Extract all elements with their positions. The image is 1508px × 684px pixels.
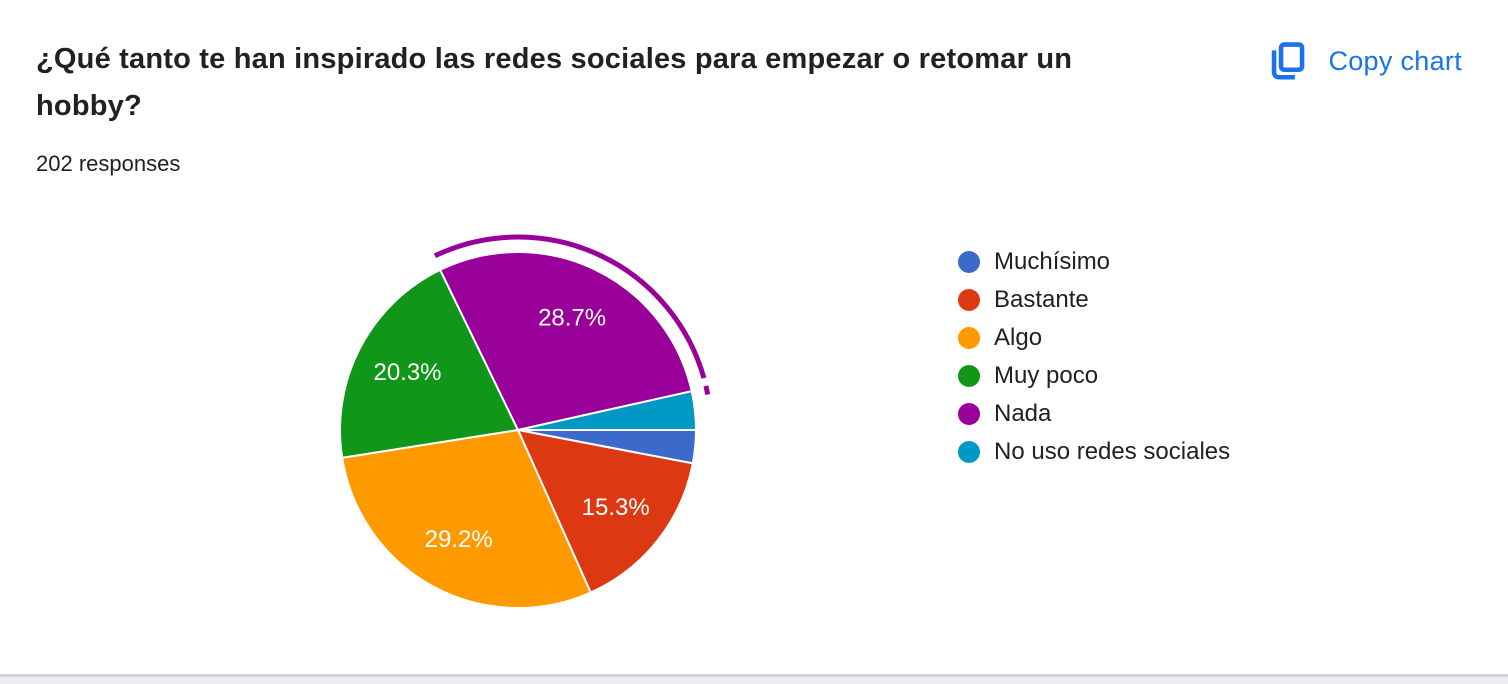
pie-slice-no-uso-redes-sociales[interactable] <box>517 390 697 431</box>
legend-swatch-icon <box>958 251 980 273</box>
pie-slice-muy-poco[interactable] <box>339 268 519 459</box>
copy-chart-label: Copy chart <box>1328 45 1462 76</box>
legend-swatch-icon <box>958 365 980 387</box>
slice-value-label-muy-poco: 20.3% <box>373 359 441 386</box>
legend-label: Nada <box>994 400 1052 427</box>
legend-swatch-icon <box>958 403 980 425</box>
legend-item-muchisimo: Muchísimo <box>958 243 1230 281</box>
pie-slice-algo[interactable] <box>341 429 592 610</box>
slice-value-label-bastante: 15.3% <box>582 494 650 521</box>
legend-item-nada: Nada <box>958 395 1230 433</box>
highlight-arc-nada <box>703 385 711 395</box>
pie-chart: 15.3% 29.2% 20.3% 28.7% <box>339 234 711 610</box>
legend-label: Bastante <box>994 286 1089 313</box>
chart-legend: Muchísimo Bastante Algo Muy poco Nada No uso … <box>958 243 1230 471</box>
legend-swatch-icon <box>958 289 980 311</box>
question-title: ¿Qué tanto te han inspirado las redes so… <box>36 43 1073 122</box>
copy-chart-button[interactable]: Copy chart <box>1262 38 1466 84</box>
legend-item-no-uso-redes-sociales: No uso redes sociales <box>958 433 1230 471</box>
highlight-arc-nada <box>433 234 707 379</box>
legend-label: Muy poco <box>994 362 1099 389</box>
legend-label: Algo <box>994 324 1043 351</box>
legend-label: Muchísimo <box>994 248 1111 275</box>
legend-swatch-icon <box>958 441 980 463</box>
legend-item-bastante: Bastante <box>958 281 1230 319</box>
pie-slice-nada[interactable] <box>439 251 693 431</box>
legend-item-algo: Algo <box>958 319 1230 357</box>
pie-slice-bastante[interactable] <box>517 429 694 594</box>
page-background-strip <box>0 677 1508 684</box>
legend-label: No uso redes sociales <box>994 438 1231 465</box>
slice-value-label-nada: 28.7% <box>538 304 606 331</box>
legend-item-muy-poco: Muy poco <box>958 357 1230 395</box>
copy-icon <box>1272 42 1305 80</box>
responses-count: 202 responses <box>36 151 181 176</box>
legend-swatch-icon <box>958 327 980 349</box>
slice-value-label-algo: 29.2% <box>425 526 493 553</box>
card-bottom-divider <box>0 674 1508 677</box>
